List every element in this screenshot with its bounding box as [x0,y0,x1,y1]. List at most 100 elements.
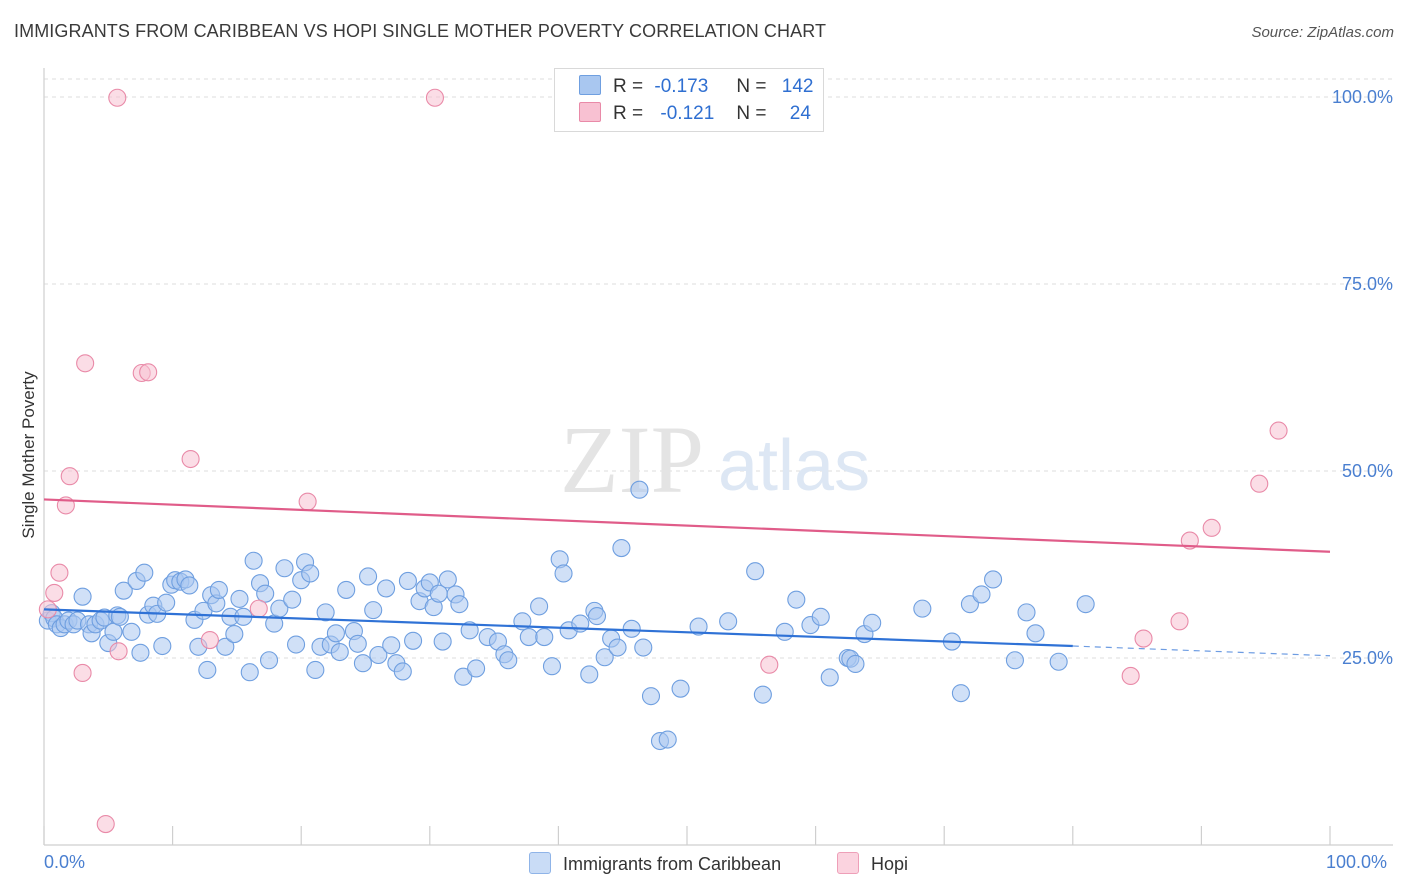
caribbean-point [306,660,325,680]
caribbean-point [353,654,372,673]
caribbean-point [377,579,396,598]
legend-r-value: -0.173 [654,76,709,97]
hopi-point [108,88,127,107]
caribbean-point [1026,624,1045,643]
hopi-point [425,88,444,107]
caribbean-point [913,599,932,618]
x-tick-label-min: 0.0% [44,852,86,872]
hopi-point [181,449,200,469]
y-tick-label: 50.0% [1342,461,1393,481]
hopi-point [50,563,69,582]
trend-lines [43,498,1331,657]
caribbean-point [337,580,356,599]
caribbean-point [811,607,830,626]
caribbean-point [393,662,412,681]
caribbean-point [671,679,690,698]
caribbean-point [225,625,244,644]
hopi-point [1121,666,1140,686]
caribbean-point [634,638,653,657]
caribbean-point [398,571,417,591]
hopi-point [1170,612,1189,631]
caribbean-trend-extension [1072,645,1331,657]
caribbean-point [316,603,335,622]
caribbean-point [135,563,154,582]
hopi-point [298,492,317,511]
caribbean-point [438,570,457,589]
caribbean-point [787,590,806,609]
hopi-point [73,663,92,683]
caribbean-point [73,587,92,606]
hopi-point [45,583,64,602]
caribbean-point [369,645,388,665]
caribbean-point [348,634,367,653]
caribbean-point [951,684,970,703]
caribbean-point [433,632,452,651]
watermark-atlas: atlas [718,426,870,506]
caribbean-point [180,576,199,595]
caribbean-point [216,637,235,656]
caribbean-point [1017,603,1036,622]
caribbean-point [326,624,345,643]
caribbean-point [1076,595,1095,614]
caribbean-point [542,657,562,676]
legend-n-value: 24 [789,103,811,124]
legend-swatch-caribbean [529,852,551,874]
y-tick-label: 100.0% [1332,87,1393,107]
legend-r-value: -0.121 [660,103,715,124]
caribbean-trend-line [43,608,1073,648]
x-tick-label-max: 100.0% [1326,852,1388,872]
legend-r-label: R = [613,76,644,97]
legend-n-label: N = [736,76,767,97]
hopi-point [76,354,95,373]
hopi-point [96,815,115,834]
caribbean-point [863,613,882,632]
legend-swatch-hopi [837,852,859,874]
caribbean-point [230,589,249,608]
series-legend: Immigrants from Caribbean Hopi [0,852,1406,878]
caribbean-point [753,685,772,704]
caribbean-point [450,595,469,614]
gridlines [44,78,1393,659]
caribbean-point [820,668,839,687]
caribbean-point [580,665,599,684]
legend-label-caribbean: Immigrants from Caribbean [563,854,782,874]
caribbean-point [244,551,263,570]
watermark: ZIP atlas [560,406,870,513]
hopi-point [200,630,219,650]
caribbean-point [301,564,320,583]
caribbean-point [209,580,228,599]
hopi-point [249,599,268,618]
hopi-point [760,655,779,674]
caribbean-point [535,628,554,647]
caribbean-point [960,595,979,614]
legend-label-hopi: Hopi [871,854,909,874]
caribbean-point [382,636,401,655]
y-tick-label: 25.0% [1342,648,1393,668]
legend-n-value: 142 [781,76,814,97]
legend-swatch-hopi [579,102,601,122]
caribbean-point [846,654,865,674]
caribbean-point [283,590,302,609]
caribbean-point [641,687,661,706]
hopi-trend-line [43,498,1331,553]
watermark-zip: ZIP [560,406,704,513]
caribbean-point [1005,651,1024,670]
legend-row-hopi: R = -0.121 N = 24 [579,102,811,126]
caribbean-point [153,636,172,656]
caribbean-point [775,622,794,641]
caribbean-point [984,570,1003,589]
caribbean-point [359,567,378,586]
hopi-point [1269,421,1288,440]
caribbean-point [467,659,486,678]
hopi-point [1202,518,1221,537]
hopi-point [1134,629,1153,648]
caribbean-point [1049,652,1068,671]
legend-item-hopi: Hopi [837,852,908,875]
caribbean-point [630,480,649,499]
caribbean-point [595,648,614,667]
caribbean-point [460,621,479,640]
legend-n-label: N = [736,103,767,124]
hopi-point [139,363,158,382]
caribbean-point [972,585,991,604]
hopi-point [109,642,128,661]
